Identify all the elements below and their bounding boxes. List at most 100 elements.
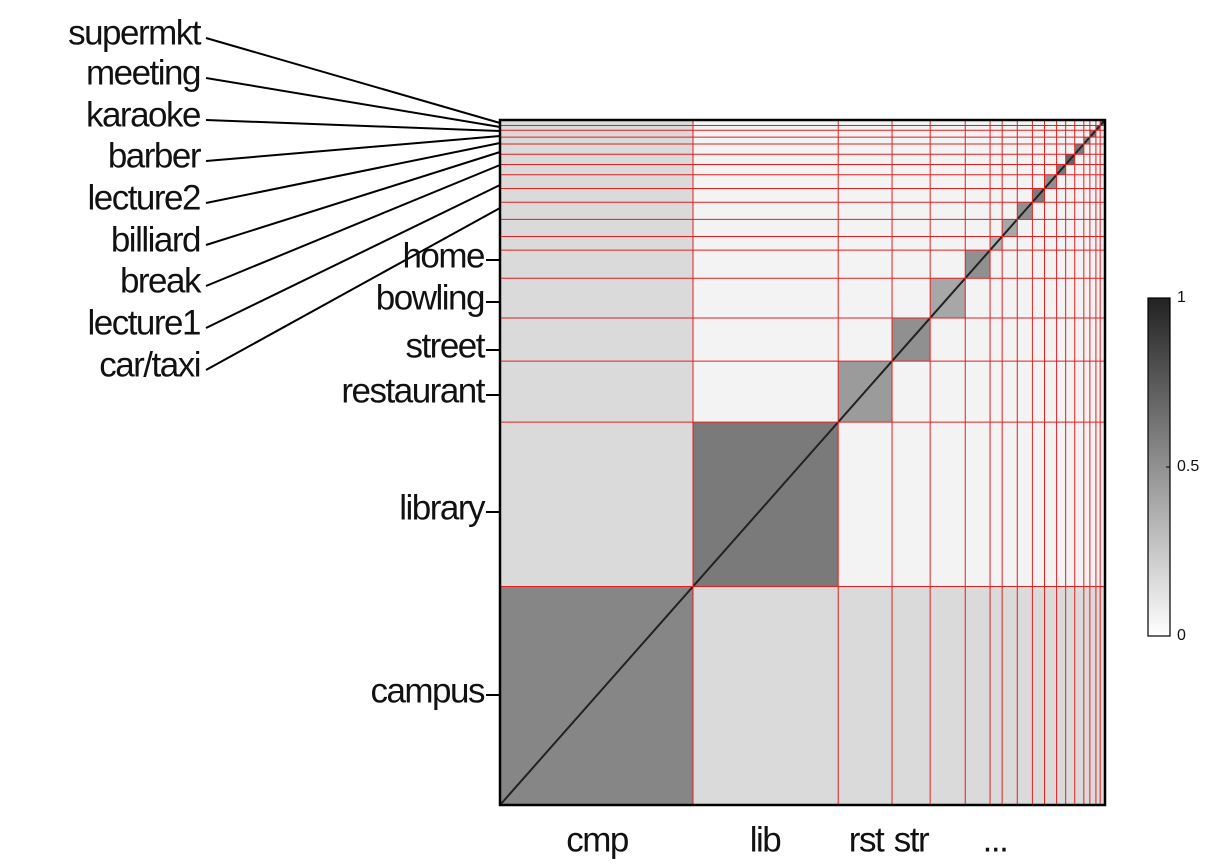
matrix-cell	[965, 137, 991, 144]
matrix-cell	[892, 125, 931, 131]
matrix-cell	[892, 120, 931, 126]
matrix-cell	[1044, 130, 1057, 138]
matrix-cell	[930, 137, 966, 144]
matrix-cell	[892, 143, 931, 155]
matrix-cell	[965, 188, 991, 203]
matrix-cell	[1074, 317, 1084, 362]
matrix-cell	[1074, 250, 1084, 279]
matrix-cell	[1083, 154, 1090, 165]
y-label: street	[405, 326, 485, 365]
colorbar-tick-label: 0.5	[1177, 458, 1199, 475]
matrix-cell	[990, 143, 1003, 155]
matrix-cell	[1083, 188, 1090, 203]
matrix-cell	[990, 125, 1003, 131]
matrix-cell	[1074, 137, 1084, 144]
matrix-cell	[965, 422, 991, 587]
matrix-cell	[892, 422, 931, 587]
matrix-cell	[1083, 236, 1090, 251]
matrix-cell	[1074, 422, 1084, 587]
matrix-cell	[1032, 250, 1045, 279]
matrix-cell	[990, 361, 1003, 423]
matrix-cell	[990, 164, 1003, 175]
matrix-cell	[1100, 174, 1105, 189]
matrix-cell	[1032, 174, 1045, 189]
matrix-cell	[965, 154, 991, 165]
matrix-cell	[1100, 154, 1105, 165]
matrix-cell	[1044, 361, 1057, 423]
matrix-cell	[990, 154, 1003, 165]
matrix-cell	[892, 154, 931, 165]
matrix-cell	[692, 586, 839, 805]
leader-line	[205, 151, 501, 246]
matrix-cell	[892, 130, 931, 138]
matrix-cell	[990, 586, 1003, 805]
matrix-cell	[965, 219, 991, 237]
matrix-cell	[1089, 317, 1096, 362]
matrix-cell	[500, 422, 693, 587]
matrix-cell	[838, 422, 893, 587]
matrix-cell	[1074, 361, 1084, 423]
matrix-cell	[1095, 250, 1101, 279]
leader-label: meeting	[86, 53, 200, 92]
matrix-cell	[838, 236, 893, 251]
matrix-cell	[1095, 219, 1101, 237]
matrix-cell	[1100, 361, 1105, 423]
matrix-cell	[838, 586, 893, 805]
matrix-cell	[1089, 202, 1096, 220]
matrix-cell	[1032, 164, 1045, 175]
matrix-cell	[1065, 278, 1075, 318]
matrix-cell	[1074, 130, 1084, 138]
matrix-cell	[1056, 137, 1066, 144]
matrix-cell	[692, 219, 839, 237]
matrix-cell	[1074, 125, 1084, 131]
leader-label: supermkt	[68, 13, 202, 52]
matrix-cell	[1100, 202, 1105, 220]
matrix-cell	[1056, 586, 1066, 805]
matrix-cell	[1074, 219, 1084, 237]
matrix-cell	[1089, 236, 1096, 251]
leader-line	[205, 207, 501, 371]
matrix-cell	[1095, 202, 1101, 220]
matrix-cell	[990, 120, 1003, 126]
matrix-cell	[1095, 422, 1101, 587]
matrix-cell	[1017, 236, 1033, 251]
matrix-cell	[692, 130, 839, 138]
y-label: campus	[370, 671, 485, 710]
matrix-cell	[1002, 317, 1018, 362]
y-label: library	[399, 488, 486, 527]
matrix-cell	[990, 317, 1003, 362]
matrix-cell	[1089, 143, 1096, 155]
matrix-cell	[1089, 278, 1096, 318]
matrix-cell	[1065, 174, 1075, 189]
colorbar-tick-label: 1	[1177, 289, 1186, 306]
matrix-cell	[1065, 130, 1075, 138]
matrix-cell	[1089, 137, 1096, 144]
leader-line	[205, 184, 501, 329]
matrix-cell	[692, 137, 839, 144]
matrix-cell	[1002, 236, 1018, 251]
diagonal	[499, 119, 1106, 806]
matrix-cell	[1100, 130, 1105, 138]
y-label: home	[402, 236, 484, 275]
matrix-cell	[1100, 164, 1105, 175]
matrix-cell	[692, 202, 839, 220]
matrix-cell	[1095, 120, 1101, 126]
matrix-cell	[1032, 130, 1045, 138]
matrix-cell	[1032, 143, 1045, 155]
matrix-cell	[1056, 188, 1066, 203]
matrix-cell	[990, 278, 1003, 318]
matrix-cell	[1044, 188, 1057, 203]
matrix-cell	[838, 202, 893, 220]
leader-label: lecture1	[87, 303, 200, 342]
matrix-cell	[1083, 361, 1090, 423]
matrix-cell	[1002, 164, 1018, 175]
matrix-cell	[1056, 120, 1066, 126]
matrix-cell	[1002, 137, 1018, 144]
matrix-cell	[1017, 143, 1033, 155]
matrix-cell	[1032, 317, 1045, 362]
matrix-cell	[1100, 143, 1105, 155]
matrix-cell	[1017, 361, 1033, 423]
matrix-cell	[1095, 164, 1101, 175]
matrix-cell	[838, 125, 893, 131]
